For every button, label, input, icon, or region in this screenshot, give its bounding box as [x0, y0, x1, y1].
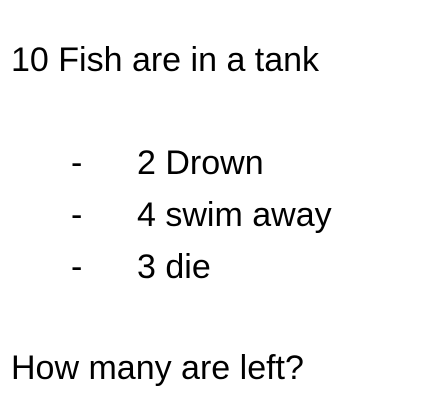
bullet-marker: -: [71, 144, 83, 182]
bullet-item-swim-away: 4 swim away: [137, 196, 332, 234]
bullet-marker: -: [71, 248, 83, 286]
bullet-item-drown: 2 Drown: [137, 144, 264, 182]
problem-question: How many are left?: [11, 349, 304, 387]
bullet-item-die: 3 die: [137, 248, 211, 286]
bullet-marker: -: [71, 196, 83, 234]
problem-heading: 10 Fish are in a tank: [11, 41, 320, 79]
